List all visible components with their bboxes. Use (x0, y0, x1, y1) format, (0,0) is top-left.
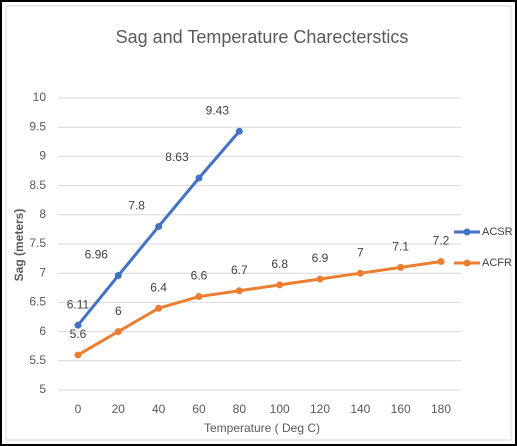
chart-area (5, 5, 512, 441)
x-tick-label: 0 (75, 402, 82, 416)
y-tick-label: 6.5 (29, 295, 46, 309)
data-point (316, 275, 324, 283)
x-axis-title: Temperature ( Deg C) (204, 421, 320, 435)
data-label: 6 (115, 304, 122, 318)
y-tick-label: 9 (39, 149, 46, 163)
x-tick-label: 180 (431, 402, 451, 416)
data-label: 6.7 (231, 263, 248, 277)
y-tick-label: 8 (39, 207, 46, 221)
y-tick-label: 7.5 (29, 236, 46, 250)
y-tick-label: 6 (39, 324, 46, 338)
data-label: 8.63 (165, 150, 189, 164)
data-point (235, 127, 243, 135)
data-point (276, 281, 284, 289)
y-tick-label: 5 (39, 382, 46, 396)
y-tick-label: 9.5 (29, 119, 46, 133)
y-tick-label: 10 (33, 90, 47, 104)
x-tick-label: 160 (391, 402, 411, 416)
data-point (195, 174, 203, 182)
x-tick-label: 20 (112, 402, 126, 416)
data-point (397, 263, 405, 271)
data-label: 7 (357, 245, 364, 259)
data-point (356, 269, 364, 277)
x-tick-label: 40 (152, 402, 166, 416)
data-point (155, 304, 163, 312)
legend-marker (463, 259, 471, 267)
data-label: 5.6 (70, 327, 87, 341)
data-label: 6.9 (312, 251, 329, 265)
legend-label: ACSR (482, 226, 513, 238)
y-tick-label: 5.5 (29, 353, 46, 367)
data-point (235, 287, 243, 295)
y-tick-label: 8.5 (29, 178, 46, 192)
chart-title: Sag and Temperature Charecterstics (116, 27, 409, 47)
x-tick-label: 100 (270, 402, 290, 416)
data-label: 6.6 (191, 269, 208, 283)
legend-label: ACFR (482, 257, 512, 269)
data-label: 9.43 (206, 103, 230, 117)
series-line (77, 260, 442, 357)
data-point (74, 321, 82, 329)
x-tick-label: 120 (310, 402, 330, 416)
x-tick-label: 140 (350, 402, 370, 416)
data-label: 6.11 (67, 297, 90, 311)
data-label: 6.96 (85, 248, 109, 262)
x-tick-label: 80 (233, 402, 247, 416)
data-label: 6.8 (271, 257, 288, 271)
legend-marker (463, 228, 471, 236)
y-axis-title: Sag (meters) (12, 209, 26, 282)
data-point (114, 272, 122, 280)
data-point (437, 258, 445, 266)
data-point (195, 293, 203, 301)
y-tick-label: 7 (39, 265, 46, 279)
data-label: 6.4 (150, 280, 167, 294)
data-point (74, 351, 82, 359)
data-label: 7.8 (128, 199, 145, 213)
x-tick-label: 60 (192, 402, 206, 416)
data-point (114, 328, 122, 336)
data-label: 7.1 (392, 240, 409, 254)
data-point (155, 222, 163, 230)
data-label: 7.2 (433, 234, 450, 248)
